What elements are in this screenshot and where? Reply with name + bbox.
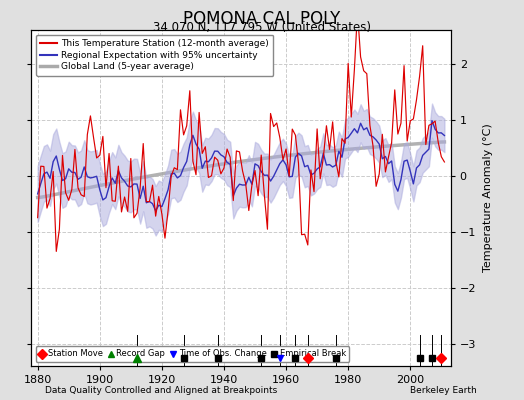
Text: 34.070 N, 117.795 W (United States): 34.070 N, 117.795 W (United States)	[153, 21, 371, 34]
Text: POMONA CAL POLY: POMONA CAL POLY	[183, 10, 341, 28]
Text: Berkeley Earth: Berkeley Earth	[410, 386, 477, 395]
Y-axis label: Temperature Anomaly (°C): Temperature Anomaly (°C)	[483, 124, 493, 272]
Text: Data Quality Controlled and Aligned at Breakpoints: Data Quality Controlled and Aligned at B…	[45, 386, 277, 395]
Legend: Station Move, Record Gap, Time of Obs. Change, Empirical Break: Station Move, Record Gap, Time of Obs. C…	[36, 346, 350, 362]
